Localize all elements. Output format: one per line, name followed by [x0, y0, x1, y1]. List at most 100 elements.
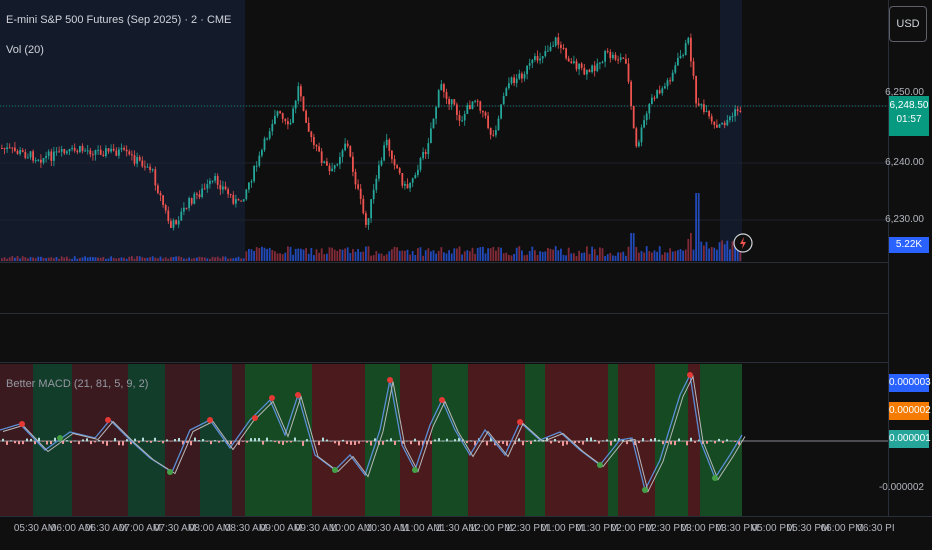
candle-body	[731, 116, 734, 118]
volume-legend[interactable]: Vol (20)	[6, 44, 44, 56]
candle-body	[250, 181, 253, 183]
volume-bar	[266, 248, 268, 261]
time-label: 02:30 PM	[645, 523, 689, 534]
candle-body	[302, 96, 305, 111]
indicator-legend[interactable]: Better MACD (21, 81, 5, 9, 2)	[6, 378, 149, 390]
volume-bar	[219, 258, 222, 261]
histogram-bar	[190, 441, 192, 446]
pane-divider[interactable]	[0, 313, 888, 314]
candle-body	[305, 110, 307, 123]
candle-body	[146, 166, 149, 168]
volume-bar	[125, 258, 128, 261]
volume-bar	[560, 248, 562, 261]
candle-body	[24, 151, 27, 158]
histogram-bar	[402, 441, 404, 444]
symbol-title[interactable]: E-mini S&P 500 Futures (Sep 2025) · 2 · …	[6, 14, 232, 26]
histogram-bar	[22, 441, 24, 445]
candle-body	[307, 122, 310, 132]
lightning-icon[interactable]	[733, 233, 753, 253]
histogram-bar	[230, 441, 232, 445]
histogram-bar	[698, 439, 700, 442]
candle-body	[432, 118, 435, 129]
candle-body	[188, 198, 190, 209]
candle-body	[55, 151, 58, 153]
candle-body	[136, 156, 138, 164]
time-label: 06:30 PI	[857, 523, 895, 534]
candle-body	[510, 77, 513, 84]
candle-body	[177, 220, 180, 225]
candle-body	[63, 149, 66, 154]
candle-body	[544, 51, 547, 57]
histogram-bar	[654, 438, 656, 442]
histogram-bar	[142, 437, 144, 442]
candle-body	[354, 171, 357, 185]
volume-bar	[658, 246, 661, 261]
macd-band	[365, 364, 400, 516]
volume-bar	[349, 253, 352, 261]
candle-body	[713, 121, 716, 125]
volume-bar	[352, 249, 354, 261]
volume-bar	[708, 248, 710, 261]
pane-divider[interactable]	[0, 362, 888, 363]
volume-bar	[554, 246, 557, 261]
candle-body	[180, 211, 183, 221]
pane-divider[interactable]	[0, 262, 888, 263]
time-label: 01:00 PM	[540, 523, 584, 534]
volume-bar	[235, 257, 237, 261]
candle-body	[583, 67, 586, 75]
histogram-bar	[474, 441, 476, 446]
time-label: 12:30 PM	[505, 523, 549, 534]
histogram-bar	[102, 441, 104, 444]
volume-bar	[669, 248, 671, 261]
cross-marker	[517, 419, 523, 425]
candle-body	[627, 63, 630, 82]
candle-body	[235, 199, 237, 204]
volume-bar	[427, 248, 430, 261]
volume-bar	[401, 250, 404, 261]
histogram-bar	[342, 439, 344, 442]
candle-body	[682, 55, 684, 57]
volume-bar	[157, 258, 159, 261]
candle-body	[336, 164, 339, 166]
candle-body	[495, 130, 497, 136]
candle-body	[203, 188, 206, 190]
candle-body	[110, 148, 112, 152]
candle-body	[632, 105, 635, 129]
volume-bar	[99, 257, 102, 261]
volume-bar	[367, 246, 370, 261]
histogram-bar	[586, 438, 588, 442]
macd-band	[468, 364, 525, 516]
volume-bar	[66, 256, 68, 261]
cross-marker	[167, 469, 173, 475]
histogram-bar	[98, 440, 100, 442]
candle-body	[521, 73, 523, 79]
histogram-bar	[146, 441, 148, 443]
cross-marker	[19, 421, 25, 427]
candle-body	[318, 146, 320, 152]
volume-bar	[573, 253, 575, 261]
candle-body	[497, 118, 500, 131]
volume-bar	[567, 247, 570, 261]
histogram-bar	[194, 437, 196, 442]
volume-bar	[729, 249, 731, 261]
candle-body	[341, 150, 344, 158]
price-chart[interactable]	[0, 0, 888, 516]
volume-bar	[513, 253, 515, 261]
volume-bar	[705, 241, 708, 261]
volume-bar	[131, 256, 133, 261]
candle-body	[554, 37, 557, 46]
volume-bar	[29, 256, 32, 261]
candle-body	[474, 100, 476, 102]
histogram-bar	[286, 441, 288, 443]
candle-body	[573, 61, 575, 64]
currency-button[interactable]: USD	[889, 6, 927, 42]
volume-bar	[651, 252, 653, 261]
cross-marker	[712, 475, 718, 481]
volume-bar	[721, 240, 723, 261]
candle-body	[666, 80, 669, 87]
time-label: 12:00 PM	[469, 523, 513, 534]
volume-bar	[279, 253, 281, 261]
macd-band	[200, 364, 232, 516]
histogram-bar	[622, 438, 624, 442]
current-price-tag: 6,248.50 01:57	[889, 96, 929, 136]
